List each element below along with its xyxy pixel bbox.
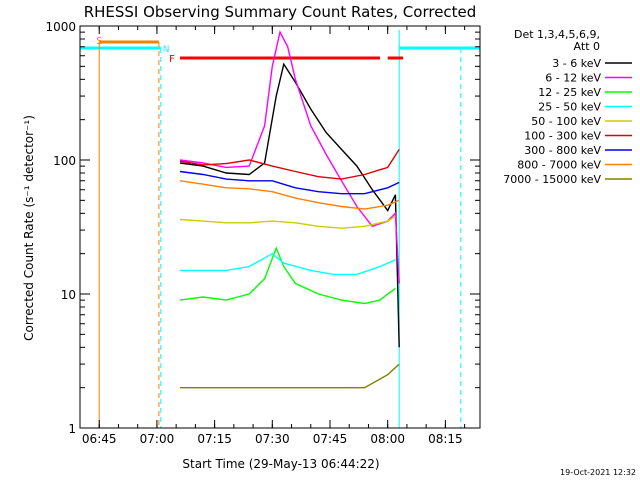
legend-label: 25 - 50 keV [538,101,601,114]
series-line-2 [179,246,396,305]
y-tick-label: 10 [61,288,76,302]
legend-label: 7000 - 15000 keV [503,173,601,186]
axes-layer: 06:45 07:00 07:15 07:30 07:45 08:00 08:15 1 10 10… [45,20,481,446]
series-layer [179,30,400,389]
series-line-6 [179,170,400,195]
legend-label: 300 - 800 keV [524,144,601,157]
series-line-0 [179,62,400,348]
legend-label: 12 - 25 keV [538,86,601,99]
legend-label: 800 - 7000 keV [517,159,601,172]
legend-header: Det 1,3,4,5,6,9, [514,28,600,41]
chart-title: RHESSI Observing Summary Count Rates, Co… [84,3,477,21]
series-line-8 [180,363,400,389]
legend-label: 3 - 6 keV [552,57,601,70]
y-tick-label: 1000 [45,20,76,34]
x-tick-label: 08:15 [428,432,463,446]
series-line-7 [179,180,400,210]
plot-frame [79,25,481,429]
x-tick-label: 07:15 [197,432,232,446]
series-line-4 [179,215,396,229]
x-tick-label: 07:30 [255,432,290,446]
legend-header: Att 0 [574,40,600,53]
x-tick-label: 06:45 [82,432,117,446]
night-label: N [163,45,170,55]
y-axis-label: Corrected Count Rate (s⁻¹ detector⁻¹) [22,115,36,341]
x-tick-label: 08:00 [370,432,405,446]
series-line-3 [180,252,396,276]
saa-label: S [96,36,102,47]
legend-label: 6 - 12 keV [545,72,601,85]
y-tick-label: 1 [68,422,76,436]
flare-label: F [169,54,175,65]
x-tick-label: 07:00 [140,432,175,446]
legend-label: 50 - 100 keV [531,115,601,128]
x-axis-label: Start Time (29-May-13 06:44:22) [182,457,379,471]
series-line-5 [179,149,400,180]
x-tick-label: 07:45 [313,432,348,446]
legend-label: 100 - 300 keV [524,130,601,143]
footer-date: 19-Oct-2021 12:32 [560,468,636,477]
y-tick-label: 100 [53,154,76,168]
legend: Det 1,3,4,5,6,9,Att 0 3 - 6 keV 6 - 12 keV… [503,28,632,186]
series-line-1 [179,30,400,284]
annotation-layer: N S F [80,30,480,428]
